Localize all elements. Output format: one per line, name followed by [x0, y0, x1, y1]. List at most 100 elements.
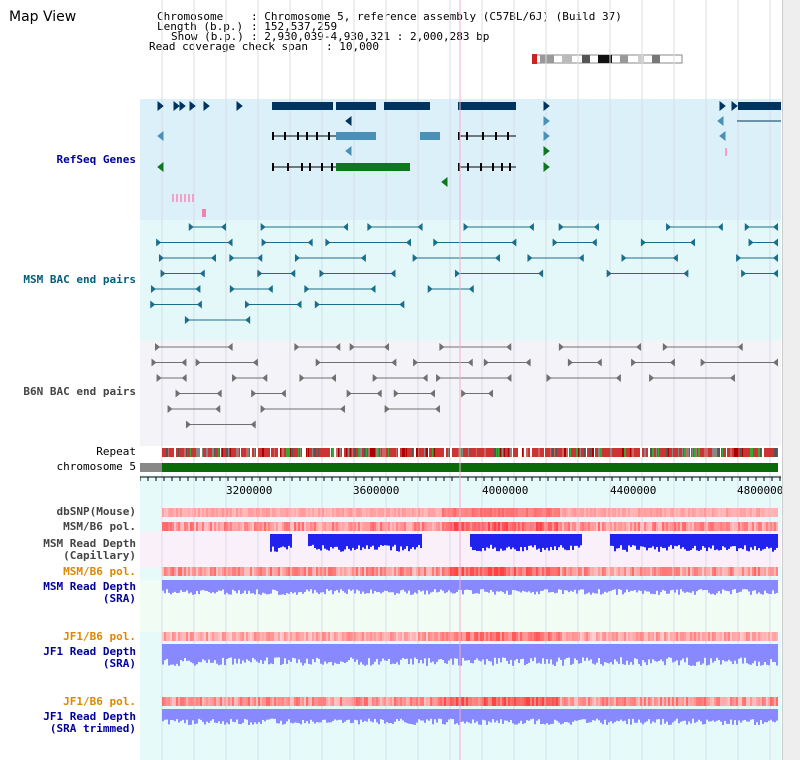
msm-capillary-depth-bar	[664, 534, 666, 548]
msm-sra-depth-bar	[412, 580, 414, 595]
jf1-pol2-density-cell	[758, 697, 760, 706]
jf1-trimmed-depth-bar	[464, 709, 466, 724]
jf1-b6-pol-label-2[interactable]: JF1/B6 pol.	[63, 695, 136, 708]
jf1-pol-density-cell	[474, 632, 476, 641]
msm-capillary-depth-bar	[572, 534, 574, 550]
dbsnp-density-cell	[368, 508, 370, 517]
jf1-pol-density-cell	[226, 632, 228, 641]
jf1-sra-depth-bar	[214, 644, 216, 661]
msm-capillary-depth-bar	[498, 534, 500, 552]
jf1-sra-depth-bar	[678, 644, 680, 666]
msm-capillary-depth-bar	[566, 534, 568, 551]
jf1-trimmed-depth-bar	[680, 709, 682, 722]
jf1-trimmed-depth-bar	[338, 709, 340, 720]
jf1-trimmed-depth-bar	[506, 709, 508, 721]
jf1-b6-pol-label[interactable]: JF1/B6 pol.	[63, 630, 136, 643]
jf1-pol2-density-cell	[214, 697, 216, 706]
msm-pol2-density-cell	[748, 567, 750, 576]
jf1-sra-depth-bar	[748, 644, 750, 665]
b6n-bac-label[interactable]: B6N BAC end pairs	[23, 385, 136, 398]
msm-pol-density-cell	[766, 522, 768, 531]
jf1-pol2-density-cell	[500, 697, 502, 706]
msm-pol-density-cell	[344, 522, 346, 531]
jf1-pol2-density-cell	[510, 697, 512, 706]
vertical-scrollbar[interactable]	[782, 0, 800, 760]
jf1-pol-density-cell	[374, 632, 376, 641]
msm-sra-depth-bar	[768, 580, 770, 594]
msm-b6-pol-label[interactable]: MSM/B6 pol.	[63, 520, 136, 533]
jf1-pol2-density-cell	[552, 697, 554, 706]
msm-pol-density-cell	[472, 522, 474, 531]
msm-depth-sra-label-1[interactable]: MSM Read Depth	[43, 580, 136, 593]
msm-pol-density-cell	[180, 522, 182, 531]
jf1-pol2-density-cell	[368, 697, 370, 706]
genome-map-canvas[interactable]	[140, 0, 781, 760]
jf1-pol2-density-cell	[412, 697, 414, 706]
jf1-pol-density-cell	[720, 632, 722, 641]
msm-pol-density-cell	[626, 522, 628, 531]
jf1-depth-trim-label-1[interactable]: JF1 Read Depth	[43, 710, 136, 723]
msm-capillary-depth-bar	[580, 534, 582, 546]
msm-capillary-depth-bar	[638, 534, 640, 550]
jf1-pol-density-cell	[648, 632, 650, 641]
repeat-element	[290, 448, 291, 457]
msm-sra-depth-bar	[682, 580, 684, 592]
jf1-trimmed-depth-bar	[270, 709, 272, 719]
msm-pol2-density-cell	[498, 567, 500, 576]
jf1-trimmed-depth-bar	[442, 709, 444, 725]
refseq-genes-label[interactable]: RefSeq Genes	[56, 153, 136, 166]
msm-pol2-density-cell	[534, 567, 536, 576]
msm-capillary-depth-bar	[502, 534, 504, 551]
dbsnp-density-cell	[510, 508, 512, 517]
jf1-trimmed-depth-bar	[750, 709, 752, 720]
msm-sra-depth-bar	[194, 580, 196, 595]
msm-depth-capillary-label-1[interactable]: MSM Read Depth	[43, 537, 136, 550]
dbsnp-label[interactable]: dbSNP(Mouse)	[56, 505, 136, 518]
dbsnp-density-cell	[438, 508, 440, 517]
msm-pol2-density-cell	[776, 567, 778, 576]
jf1-sra-depth-bar	[252, 644, 254, 658]
msm-capillary-depth-bar	[536, 534, 538, 550]
chromosome-ideogram[interactable]	[530, 52, 685, 66]
msm-bac-label[interactable]: MSM BAC end pairs	[23, 273, 136, 286]
jf1-trimmed-depth-bar	[444, 709, 446, 725]
msm-pol2-density-cell	[304, 567, 306, 576]
msm-pol-density-cell	[678, 522, 680, 531]
jf1-pol-density-cell	[560, 632, 562, 641]
jf1-pol2-density-cell	[670, 697, 672, 706]
msm-b6-pol-label-2[interactable]: MSM/B6 pol.	[63, 565, 136, 578]
msm-pol2-density-cell	[292, 567, 294, 576]
jf1-sra-depth-bar	[502, 644, 504, 658]
jf1-pol2-density-cell	[544, 697, 546, 706]
strand-arrow	[719, 100, 726, 112]
dbsnp-density-cell	[532, 508, 534, 517]
dbsnp-density-cell	[384, 508, 386, 517]
msm-pol-density-cell	[386, 522, 388, 531]
jf1-depth-sra-label-1[interactable]: JF1 Read Depth	[43, 645, 136, 658]
dbsnp-density-cell	[352, 508, 354, 517]
msm-sra-depth-bar	[570, 580, 572, 591]
jf1-trimmed-depth-bar	[776, 709, 778, 721]
jf1-trimmed-depth-bar	[556, 709, 558, 721]
jf1-pol2-density-cell	[658, 697, 660, 706]
dbsnp-density-cell	[468, 508, 470, 517]
jf1-trimmed-depth-bar	[276, 709, 278, 724]
jf1-pol-density-cell	[196, 632, 198, 641]
jf1-pol2-density-cell	[388, 697, 390, 706]
msm-sra-depth-bar	[452, 580, 454, 594]
dbsnp-density-cell	[660, 508, 662, 517]
msm-sra-depth-bar	[414, 580, 416, 593]
msm-sra-depth-bar	[396, 580, 398, 594]
msm-sra-depth-bar	[516, 580, 518, 591]
msm-capillary-depth-bar	[616, 534, 618, 549]
jf1-pol-density-cell	[682, 632, 684, 641]
msm-pol2-density-cell	[228, 567, 230, 576]
jf1-sra-depth-bar	[316, 644, 318, 658]
jf1-sra-depth-bar	[218, 644, 220, 666]
jf1-trimmed-depth-bar	[226, 709, 228, 723]
jf1-pol2-density-cell	[162, 697, 164, 706]
msm-pol2-density-cell	[354, 567, 356, 576]
msm-capillary-depth-bar	[364, 534, 366, 549]
jf1-pol2-density-cell	[746, 697, 748, 706]
dbsnp-density-cell	[238, 508, 240, 517]
